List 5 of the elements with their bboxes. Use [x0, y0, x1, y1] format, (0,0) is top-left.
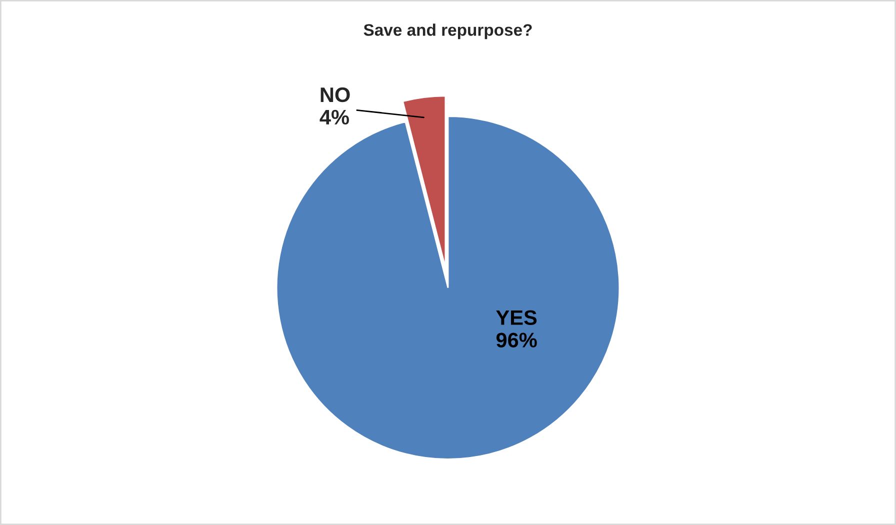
slice-label: NO: [320, 87, 350, 102]
chart-title: Save and repurpose?: [364, 24, 532, 40]
slice-label: YES: [496, 310, 537, 326]
data-label: 4%: [320, 110, 349, 125]
data-label: 96%: [496, 332, 537, 348]
